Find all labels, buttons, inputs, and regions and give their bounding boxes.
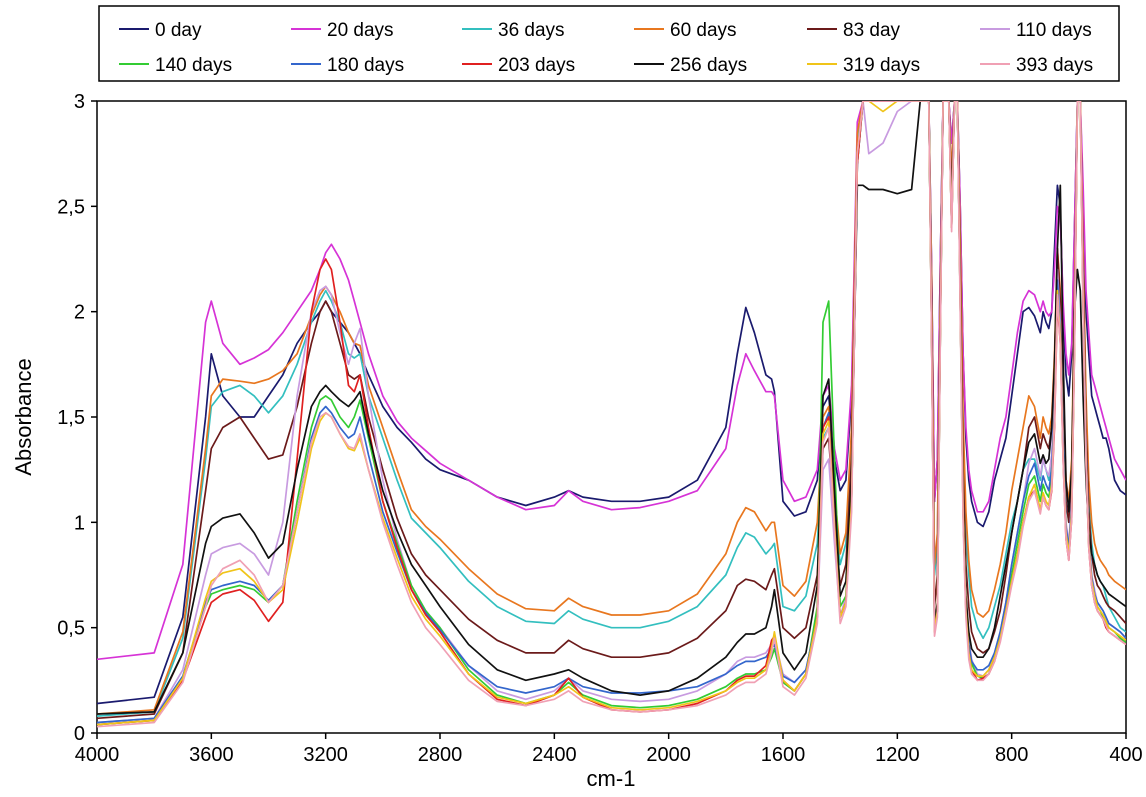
- legend-label: 20 days: [327, 20, 394, 41]
- legend-label: 60 days: [670, 20, 737, 41]
- y-tick-label: 0,5: [57, 618, 85, 640]
- x-axis-ticks: 4000 3600 3200 2800 2400 2000 1600 1200 800 400: [75, 733, 1143, 766]
- legend: 0 day 20 days 36 days 60 days 83 day 110 days…: [119, 20, 1093, 76]
- legend-label: 83 day: [843, 20, 901, 41]
- legend-label: 180 days: [327, 55, 404, 76]
- x-tick-label: 1200: [875, 744, 920, 766]
- legend-label: 0 day: [155, 20, 202, 41]
- y-tick-label: 3: [74, 91, 85, 113]
- legend-label: 256 days: [670, 55, 747, 76]
- legend-label: 319 days: [843, 55, 920, 76]
- y-tick-label: 1: [74, 512, 85, 534]
- series-line-1: [97, 101, 1126, 661]
- x-tick-label: 2800: [418, 744, 463, 766]
- legend-label: 110 days: [1016, 20, 1092, 41]
- legend-box: [98, 5, 1120, 82]
- y-tick-label: 2,5: [57, 196, 85, 218]
- series-line-9: [97, 101, 1126, 715]
- x-tick-label: 400: [1109, 744, 1142, 766]
- y-axis-title: Absorbance: [11, 358, 36, 475]
- x-tick-label: 4000: [75, 744, 120, 766]
- x-tick-label: 800: [995, 744, 1028, 766]
- x-tick-label: 3200: [303, 744, 348, 766]
- y-axis-ticks: 0 0,5 1 1,5 2 2,5 3: [57, 91, 97, 745]
- x-axis-title: cm-1: [587, 766, 636, 791]
- series-lines: [97, 101, 1126, 728]
- y-tick-label: 2: [74, 302, 85, 324]
- y-tick-label: 1,5: [57, 407, 85, 429]
- legend-label: 393 days: [1016, 55, 1093, 76]
- x-tick-label: 2400: [532, 744, 577, 766]
- x-tick-label: 1600: [761, 744, 806, 766]
- y-tick-label: 0: [74, 723, 85, 745]
- legend-label: 36 days: [498, 20, 565, 41]
- legend-label: 140 days: [155, 55, 232, 76]
- legend-label: 203 days: [498, 55, 575, 76]
- x-tick-label: 3600: [189, 744, 234, 766]
- x-tick-label: 2000: [646, 744, 691, 766]
- series-line-11: [97, 101, 1126, 728]
